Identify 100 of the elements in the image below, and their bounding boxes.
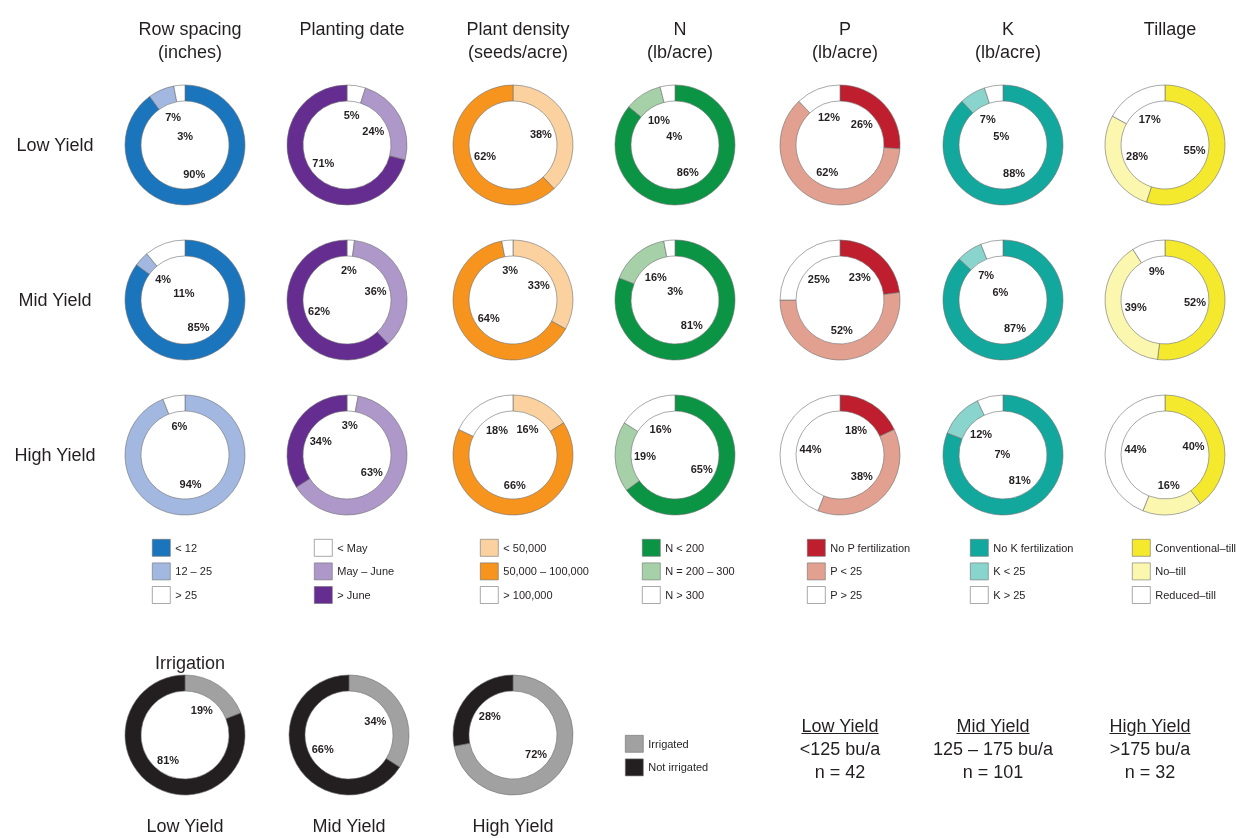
data-label: 38% xyxy=(850,469,874,482)
chart-title: K (lb/acre) xyxy=(974,18,1042,62)
data-label: 9% xyxy=(1148,265,1165,278)
legend-label: P > 25 xyxy=(830,589,863,601)
legend-label: < 12 xyxy=(175,541,198,554)
data-label: 62% xyxy=(308,305,331,318)
legend-label: > 25 xyxy=(175,589,198,601)
data-label: 66% xyxy=(311,743,334,756)
legend-label: < 50,000 xyxy=(503,541,547,554)
data-label: 3% xyxy=(502,264,519,277)
data-label: 10% xyxy=(647,113,671,126)
data-label: 5% xyxy=(343,109,360,122)
data-label: 12% xyxy=(817,111,841,124)
data-label: 90% xyxy=(183,167,206,180)
data-label: 16% xyxy=(516,422,539,435)
legend-label: < May xyxy=(337,541,369,554)
legend-label: > 100,000 xyxy=(503,589,553,601)
data-label: 33% xyxy=(527,278,551,291)
legend-label: N < 200 xyxy=(665,541,705,554)
data-label: 63% xyxy=(360,465,384,478)
data-label: 44% xyxy=(799,443,822,456)
data-label: 85% xyxy=(187,320,210,333)
text: High Yield >175 bu/a n = 32 xyxy=(1109,716,1191,782)
data-label: 87% xyxy=(1003,321,1027,334)
legend-label: 12 – 25 xyxy=(175,565,212,578)
data-label: 16% xyxy=(644,270,668,283)
slice-label: Low Yield xyxy=(16,135,94,155)
data-label: 71% xyxy=(312,157,335,170)
legend-label: Reduced–till xyxy=(1155,589,1216,601)
data-label: 28% xyxy=(478,709,502,722)
data-label: 12% xyxy=(970,428,993,441)
data-label: 7% xyxy=(165,111,182,124)
slice-label: High Yield xyxy=(472,816,554,836)
slice-label: Mid Yield xyxy=(18,290,92,310)
data-label: 81% xyxy=(680,318,704,331)
legend-label: K < 25 xyxy=(993,565,1026,578)
legend-label: No–till xyxy=(1155,565,1186,578)
chart-title: Tillage xyxy=(1143,18,1197,39)
text: Low Yield <125 bu/a n = 42 xyxy=(799,716,881,782)
data-label: 4% xyxy=(666,130,683,143)
data-label: 62% xyxy=(474,150,497,163)
data-label: 62% xyxy=(816,166,839,179)
data-label: 7% xyxy=(979,113,996,126)
data-label: 94% xyxy=(179,478,202,491)
data-label: 7% xyxy=(978,269,995,282)
data-label: 19% xyxy=(634,449,657,462)
data-label: 66% xyxy=(503,478,527,491)
data-label: 40% xyxy=(1182,439,1205,452)
data-label: 6% xyxy=(992,285,1009,298)
data-label: 3% xyxy=(341,419,358,432)
chart-title: Row spacing (inches) xyxy=(138,18,242,62)
data-label: 25% xyxy=(807,272,831,285)
legend-label: > June xyxy=(337,589,371,601)
data-label: 3% xyxy=(177,130,194,143)
text: Mid Yield 125 – 175 bu/a n = 101 xyxy=(932,716,1054,782)
legend-label: P < 25 xyxy=(830,565,863,578)
slice-label: Mid Yield xyxy=(312,816,386,836)
data-label: 81% xyxy=(1008,473,1032,486)
chart-title: Plant density (seeds/acre) xyxy=(466,18,570,62)
data-label: 52% xyxy=(1183,295,1207,308)
legend-label: Not irrigated xyxy=(648,761,709,774)
data-label: 23% xyxy=(848,271,872,284)
legend-label: No K fertilization xyxy=(993,541,1074,554)
data-label: 86% xyxy=(676,166,699,179)
data-label: 72% xyxy=(525,748,548,761)
chart-title: N (lb/acre) xyxy=(646,18,714,62)
legend-label: N > 300 xyxy=(665,589,705,601)
data-label: 64% xyxy=(477,311,500,324)
data-label: 81% xyxy=(157,753,180,766)
legend-label: Irrigated xyxy=(648,737,689,750)
data-label: 24% xyxy=(362,124,385,137)
data-label: 28% xyxy=(1126,150,1149,163)
data-label: 55% xyxy=(1183,143,1206,156)
legend-label: May – June xyxy=(337,565,395,578)
data-label: 3% xyxy=(667,285,684,298)
chart-title: P (lb/acre) xyxy=(811,18,879,62)
data-label: 88% xyxy=(1003,166,1026,179)
legend-label: 50,000 – 100,000 xyxy=(503,565,589,578)
data-label: 16% xyxy=(649,422,672,435)
legend-label: N = 200 – 300 xyxy=(665,565,735,578)
data-label: 19% xyxy=(190,704,214,717)
data-label: 5% xyxy=(993,130,1010,143)
data-label: 52% xyxy=(830,323,854,336)
data-label: 34% xyxy=(364,714,387,727)
chart-title: Irrigation xyxy=(154,652,226,673)
legend-label: K > 25 xyxy=(993,589,1026,601)
slice-label: Low Yield xyxy=(146,816,224,836)
data-label: 38% xyxy=(529,127,553,140)
legend-label: Conventional–till xyxy=(1155,541,1237,554)
chart-title: Planting date xyxy=(299,18,405,39)
data-label: 36% xyxy=(364,284,387,297)
data-label: 44% xyxy=(1124,443,1147,456)
data-label: 18% xyxy=(845,423,868,436)
data-label: 4% xyxy=(155,273,172,286)
slice-label: High Yield xyxy=(14,445,96,465)
data-label: 18% xyxy=(485,423,509,436)
data-label: 7% xyxy=(994,447,1011,460)
data-label: 6% xyxy=(171,419,188,432)
data-label: 65% xyxy=(690,462,713,475)
data-label: 39% xyxy=(1124,300,1147,313)
